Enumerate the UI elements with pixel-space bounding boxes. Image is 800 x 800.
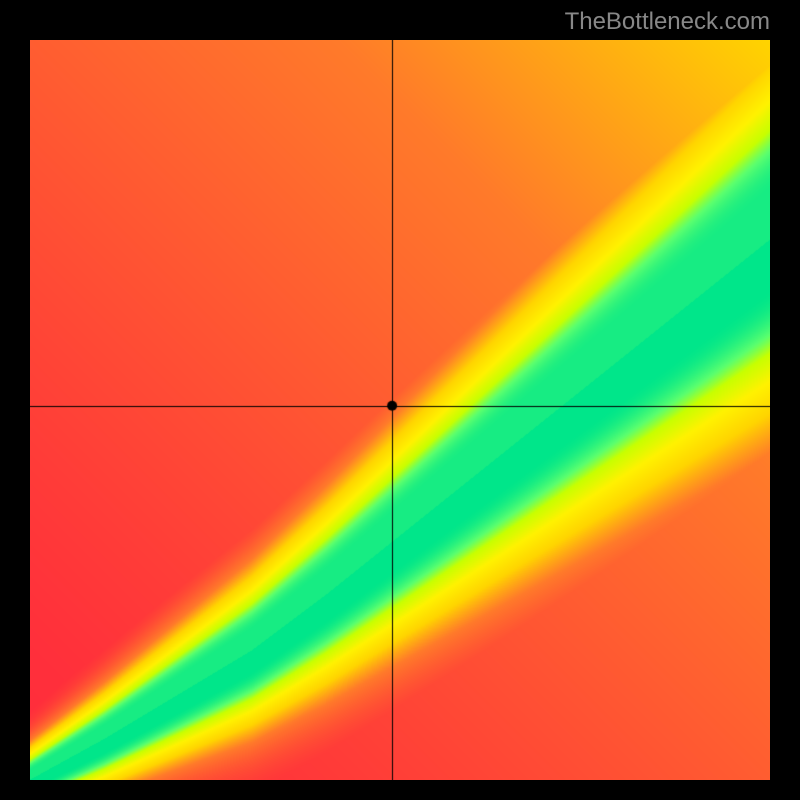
heatmap-canvas (30, 40, 770, 780)
bottleneck-heatmap (30, 40, 770, 780)
watermark: TheBottleneck.com (565, 8, 770, 36)
